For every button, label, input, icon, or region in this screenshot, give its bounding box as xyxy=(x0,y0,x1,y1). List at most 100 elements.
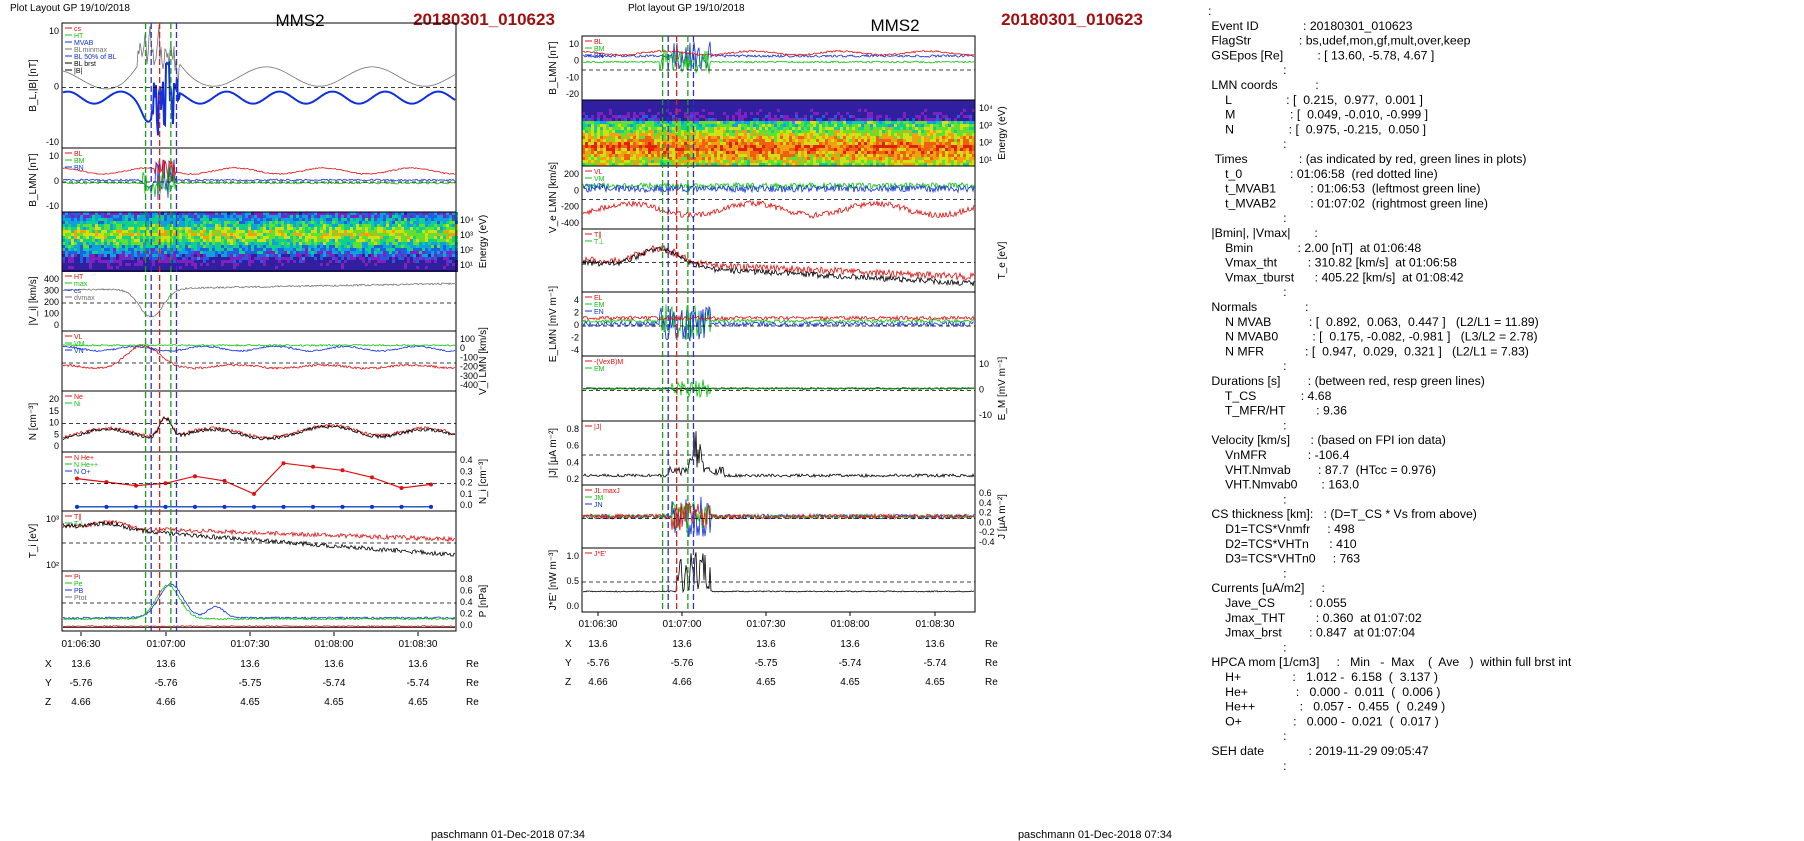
summary-line: : xyxy=(1208,359,1287,373)
summary-line: : xyxy=(1208,285,1287,299)
y-tick-label: 0.8 xyxy=(460,574,473,584)
middle-panel-4: T_e [eV] T∥T⊥ xyxy=(581,228,1008,293)
y-tick-label: 10 xyxy=(979,359,989,369)
position-value: -5.76 xyxy=(671,658,694,669)
y-tick-label: 2 xyxy=(574,308,579,318)
legend-label: BN xyxy=(594,53,604,60)
left-series-1-1 xyxy=(62,24,456,90)
y-tick-label: -20 xyxy=(566,89,579,99)
y-tick-label: 10³ xyxy=(46,514,59,524)
legend-label: MVAB xyxy=(74,40,94,47)
middle-panel-8: 0.60.40.20.0-0.2-0.4J [μA m⁻²] JL maxJJMJ… xyxy=(581,484,1008,549)
ni-series-line xyxy=(76,462,432,495)
y-tick-label: 0.6 xyxy=(460,586,473,596)
legend-label: cs xyxy=(74,288,82,295)
legend-label: BL 50% of BL xyxy=(74,54,117,61)
time-tick-label: 01:08:00 xyxy=(315,639,354,650)
position-value: -5.74 xyxy=(407,678,430,689)
position-value: 4.66 xyxy=(71,697,91,708)
y-tick-label: 200 xyxy=(564,169,579,179)
legend-label: dvmax xyxy=(74,295,95,302)
y-tick-label: -0.4 xyxy=(979,537,995,547)
summary-line: Jave_CS : 0.055 xyxy=(1208,596,1347,610)
left-series-6-2 xyxy=(62,416,456,441)
y-tick-label: 0.4 xyxy=(460,455,473,465)
position-unit: Re xyxy=(466,697,479,708)
summary-line: VHT.Nmvab : 87.7 (HTcc = 0.976) xyxy=(1208,463,1436,477)
legend-label: BL brst xyxy=(74,61,96,68)
left-layout-tag: Plot Layout GP 19/10/2018 xyxy=(10,3,130,14)
y-tick-label: 300 xyxy=(44,286,59,296)
legend-label: HT xyxy=(74,33,84,40)
legend-label: max xyxy=(74,281,88,288)
legend-label: VL xyxy=(594,169,603,176)
legend-label: EM xyxy=(594,302,605,309)
y-axis-label: E_LMN [mV m⁻¹] xyxy=(548,286,559,363)
y-tick-label: 0 xyxy=(979,385,984,395)
middle-panel-stack: 100-10-20B_LMN [nT] BLBMBN10⁴10³10²10¹Ene… xyxy=(548,35,1008,613)
summary-line: Normals : xyxy=(1208,300,1308,314)
position-row-label: Z xyxy=(565,677,571,688)
summary-line: He+ : 0.000 - 0.011 ( 0.006 ) xyxy=(1208,685,1441,699)
panel-frame xyxy=(581,35,976,101)
left-panel-3: 10⁴ 10³ 10² 10¹ Energy (eV) xyxy=(61,211,489,272)
summary-line: Currents [uA/m2] : xyxy=(1208,581,1325,595)
y-axis-label: B_LMN [nT] xyxy=(548,41,559,95)
legend-label: EM xyxy=(594,366,605,373)
middle-series-7-1 xyxy=(582,431,975,479)
position-value: 4.65 xyxy=(324,697,344,708)
left-series-5-3 xyxy=(62,343,456,347)
legend-label: Ni xyxy=(74,401,81,408)
time-tick-label: 01:08:30 xyxy=(399,639,438,650)
time-tick-label: 01:07:30 xyxy=(747,619,786,630)
y-tick-label: 0.4 xyxy=(566,457,579,467)
y-tick-label: 10 xyxy=(49,418,59,428)
summary-line: Jmax_THT : 0.360 at 01:07:02 xyxy=(1208,611,1422,625)
position-unit: Re xyxy=(985,677,998,688)
left-series-2-2 xyxy=(62,159,456,183)
y-tick-label: 10³ xyxy=(979,120,992,130)
y-tick-label: -200 xyxy=(460,362,478,372)
y-axis-label: Energy (eV) xyxy=(997,106,1008,159)
y-axis-label: V_e LMN [km/s] xyxy=(548,162,559,233)
left-series-8-2 xyxy=(62,519,456,557)
position-value: -5.74 xyxy=(924,658,947,669)
legend-label: BL xyxy=(74,151,83,158)
legend-label: N He+ xyxy=(74,455,94,462)
summary-line: t_MVAB1 : 01:06:53 (leftmost green line) xyxy=(1208,182,1480,196)
legend-label: EL xyxy=(594,295,603,302)
y-tick-label: -100 xyxy=(460,352,478,362)
y-tick-label: -10 xyxy=(566,72,579,82)
y-tick-label: -10 xyxy=(46,201,59,211)
legend-label: Pe xyxy=(74,581,83,588)
legend-label: JN xyxy=(594,502,603,509)
legend-label: VL xyxy=(74,334,83,341)
legend-label: T∥ xyxy=(74,513,82,521)
y-tick-label: 0 xyxy=(54,82,59,92)
summary-line: Times : (as indicated by red, green line… xyxy=(1208,152,1527,166)
legend-label: JL maxJ xyxy=(594,488,620,495)
y-axis-label: T_e [eV] xyxy=(997,241,1008,279)
y-tick-label: 10 xyxy=(569,39,579,49)
y-tick-label: 10¹ xyxy=(979,155,992,165)
y-tick-label: 10 xyxy=(49,151,59,161)
position-unit: Re xyxy=(985,639,998,650)
left-series-6-1 xyxy=(62,416,456,440)
left-series-5-1 xyxy=(62,345,456,353)
position-value: -5.75 xyxy=(755,658,778,669)
summary-line: Velocity [km/s] : (based on FPI ion data… xyxy=(1208,433,1446,447)
summary-line: FlagStr : bs,udef,mon,gf,mult,over,keep xyxy=(1208,34,1471,48)
legend-label: |J| xyxy=(594,424,601,431)
y-tick-label: 20 xyxy=(49,394,59,404)
summary-line: Durations [s] : (between red, resp green… xyxy=(1208,374,1485,388)
middle-series-1-1 xyxy=(582,41,975,71)
middle-time-axis: 01:06:30 01:07:00 01:07:30 01:08:00 01:08:30… xyxy=(565,612,998,688)
left-series-2-3 xyxy=(62,168,456,197)
summary-line: VnMFR : -106.4 xyxy=(1208,448,1350,462)
position-row-label: Z xyxy=(45,697,51,708)
legend-label: T⊥ xyxy=(594,239,604,246)
middle-series-5-3 xyxy=(582,314,975,322)
summary-line: Vmax_tht : 310.82 [km/s] at 01:06:58 xyxy=(1208,256,1457,270)
